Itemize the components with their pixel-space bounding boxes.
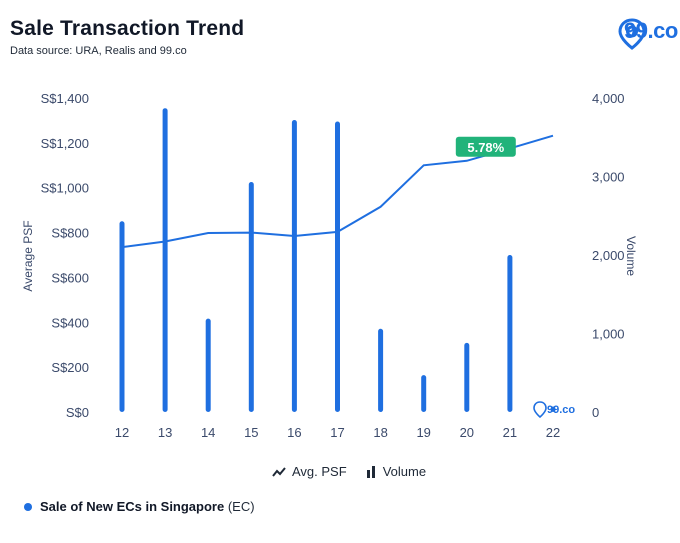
y-tick-label: S$1,000 (41, 181, 89, 196)
volume-bar[interactable] (205, 318, 211, 412)
legend-label-volume: Volume (382, 464, 427, 479)
x-tick-label: 17 (330, 425, 344, 440)
watermark-text: 99.co (547, 404, 575, 416)
volume-bar[interactable] (464, 342, 470, 412)
x-tick-label: 15 (244, 425, 258, 440)
line-chart-icon (272, 466, 286, 477)
y-axis-title: Average PSF (21, 220, 35, 291)
legend-label-avg-psf: Avg. PSF (292, 464, 347, 479)
y2-axis-title: Volume (624, 236, 638, 276)
logo-text: 99.co (624, 18, 678, 43)
volume-bar[interactable] (119, 221, 125, 412)
y2-tick-label: 3,000 (592, 170, 625, 185)
chart-area: S$0 S$200 S$400 S$600 S$800 S$1,000 S$1,200 S$1… (21, 91, 638, 440)
legend-item-avg-psf[interactable]: Avg. PSF (272, 464, 347, 479)
change-badge-text: 5.78% (467, 140, 504, 155)
volume-bar[interactable] (550, 406, 556, 412)
volume-bar[interactable] (378, 328, 384, 412)
location-pin-icon (618, 18, 646, 50)
bullet-dot-icon (24, 502, 32, 511)
watermark: 99.co (533, 401, 575, 419)
y-tick-label: S$1,200 (41, 136, 89, 151)
y2-tick-label: 4,000 (592, 91, 625, 106)
segment-code: (EC) (227, 499, 255, 514)
data-source: Data source: URA, Realis and 99.co (10, 45, 187, 57)
y-tick-label: S$400 (51, 315, 89, 330)
chart-title: Sale Transaction Trend (10, 17, 245, 40)
y-tick-label: S$1,400 (41, 91, 89, 106)
volume-bar[interactable] (291, 119, 297, 412)
segment-label: Sale of New ECs in Singapore (EC) (24, 499, 255, 514)
watermark-pin-icon (533, 401, 547, 419)
x-tick-label: 22 (546, 425, 560, 440)
x-tick-label: 20 (460, 425, 474, 440)
volume-bar[interactable] (507, 255, 513, 412)
x-tick-label: 21 (503, 425, 517, 440)
x-tick-label: 12 (115, 425, 129, 440)
x-tick-label: 19 (416, 425, 430, 440)
segment-name: Sale of New ECs in Singapore (40, 499, 225, 514)
x-tick-label: 18 (373, 425, 387, 440)
bar-chart-icon (366, 465, 375, 478)
volume-bar[interactable] (421, 375, 427, 412)
x-tick-label: 14 (201, 425, 215, 440)
y-tick-label: S$0 (66, 405, 89, 420)
y-tick-label: S$600 (51, 270, 89, 285)
y-tick-label: S$200 (51, 360, 89, 375)
volume-bar[interactable] (162, 108, 168, 412)
change-badge (455, 136, 516, 157)
y2-tick-label: 2,000 (592, 248, 625, 263)
y2-tick-label: 1,000 (592, 327, 625, 342)
legend: Avg. PSF Volume (272, 464, 426, 479)
volume-bar[interactable] (335, 121, 340, 413)
legend-item-volume[interactable]: Volume (365, 464, 426, 479)
y2-tick-label: 0 (592, 405, 599, 420)
x-tick-label: 16 (287, 425, 301, 440)
volume-bar[interactable] (248, 181, 254, 412)
x-tick-label: 13 (158, 425, 172, 440)
y-tick-label: S$800 (51, 226, 89, 241)
